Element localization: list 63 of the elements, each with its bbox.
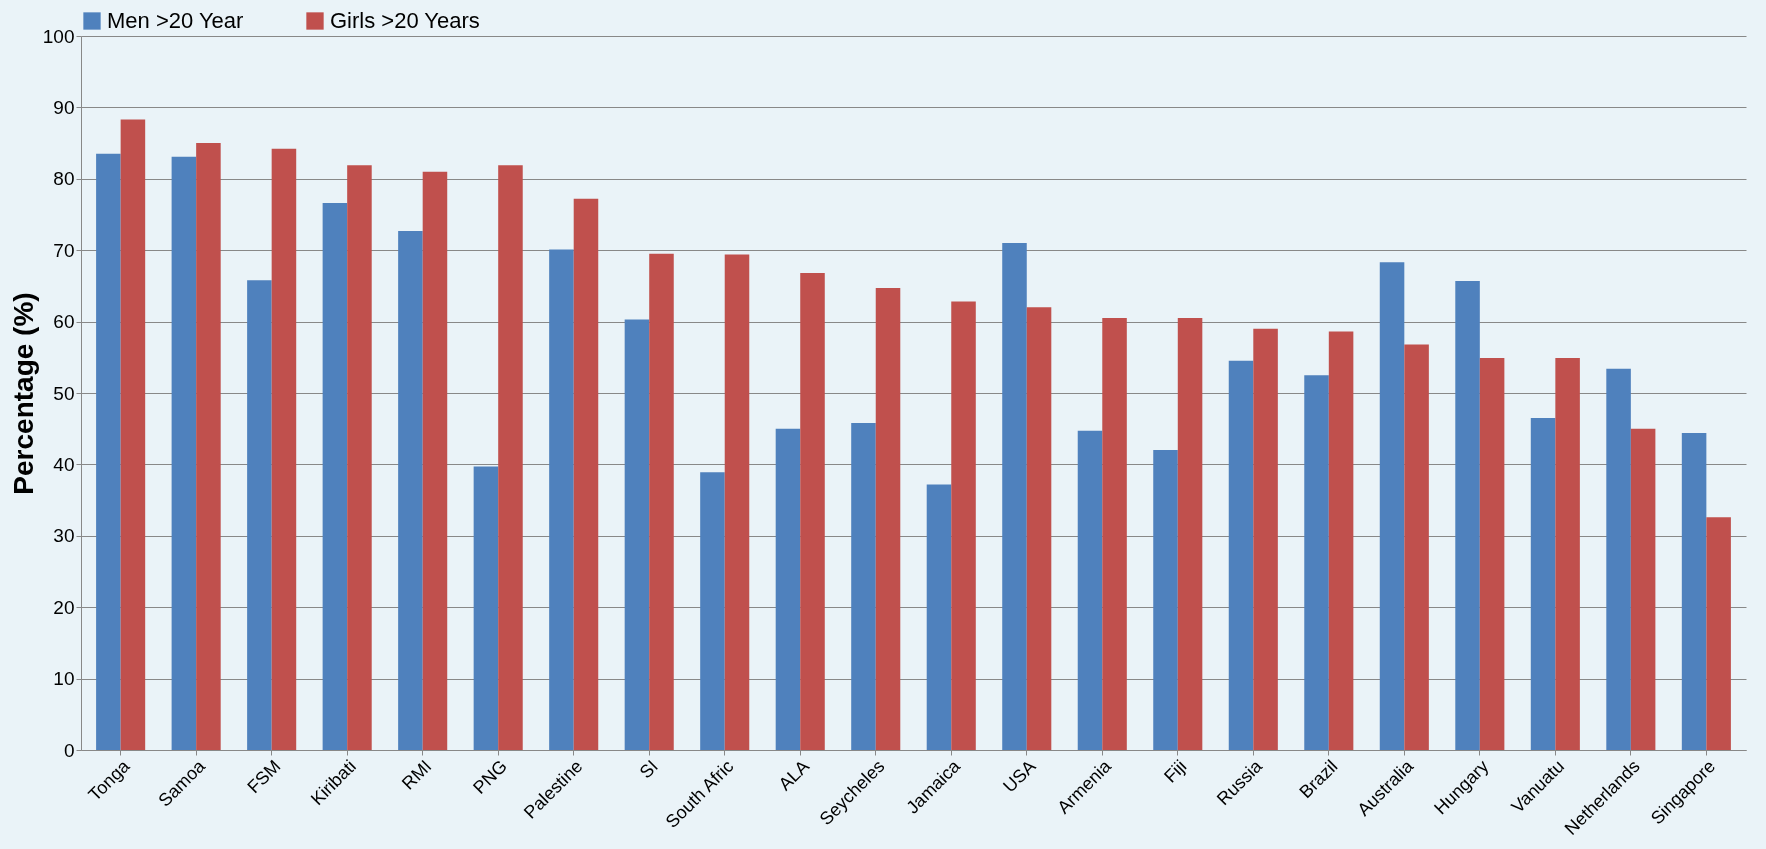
- y-tick-label: 20: [53, 596, 75, 618]
- bar: [120, 119, 146, 750]
- bar: [347, 165, 372, 750]
- y-tick-label: 60: [53, 311, 75, 333]
- bar: [926, 484, 952, 750]
- y-tick-label: 70: [53, 239, 75, 261]
- bar: [1379, 262, 1405, 750]
- bar: [1328, 331, 1354, 750]
- bar: [1304, 375, 1329, 750]
- y-axis-title: Percentage (%): [7, 292, 39, 495]
- y-tick-label: 0: [63, 739, 75, 761]
- bar: [1404, 344, 1429, 750]
- bar: [1630, 428, 1656, 750]
- bar: [171, 156, 197, 750]
- bar: [1606, 368, 1631, 750]
- bar: [247, 280, 272, 750]
- bar: [1153, 450, 1178, 750]
- bar: [196, 143, 221, 750]
- bar: [875, 288, 901, 750]
- y-tick-label: 80: [53, 168, 75, 190]
- bar: [1002, 243, 1027, 750]
- bar: [1681, 432, 1707, 750]
- bar: [271, 148, 297, 750]
- bar: [1455, 280, 1480, 750]
- bar: [1177, 318, 1203, 750]
- bar: [1102, 318, 1127, 750]
- x-tick-label: SI: [635, 756, 662, 783]
- bar: [724, 254, 750, 750]
- bar: [700, 472, 725, 750]
- bar: [498, 165, 523, 750]
- bar: [1253, 328, 1278, 750]
- bar: [951, 301, 976, 750]
- bar: [649, 253, 674, 750]
- bar: [573, 198, 599, 750]
- bar: [96, 153, 121, 750]
- y-tick-label: 50: [53, 382, 75, 404]
- bar: [1228, 360, 1254, 750]
- bar: [1026, 307, 1052, 750]
- bar: [398, 230, 423, 750]
- bar: [624, 319, 650, 750]
- y-tick-label: 30: [53, 525, 75, 547]
- bar: [322, 203, 348, 750]
- bar: [1555, 358, 1580, 750]
- legend-label: Men >20 Year: [107, 8, 244, 33]
- x-tick-label: ALA: [774, 756, 813, 795]
- y-tick-label: 100: [42, 25, 75, 47]
- bar: [800, 273, 825, 750]
- bar: [422, 171, 448, 750]
- legend-label: Girls >20 Years: [330, 8, 480, 33]
- bar: [1706, 517, 1731, 750]
- y-tick-label: 90: [53, 96, 75, 118]
- bar: [1077, 430, 1103, 750]
- bar: [549, 249, 574, 750]
- bar: [851, 422, 876, 750]
- x-tick-label: RMI: [397, 756, 436, 794]
- y-tick-label: 40: [53, 453, 75, 475]
- x-tick-label: USA: [999, 756, 1040, 797]
- bar: [775, 428, 801, 750]
- x-tick-label: Fiji: [1160, 756, 1191, 787]
- bar: [1479, 358, 1505, 750]
- y-tick-label: 10: [53, 668, 75, 690]
- bar: [473, 466, 499, 750]
- bar: [1530, 417, 1556, 750]
